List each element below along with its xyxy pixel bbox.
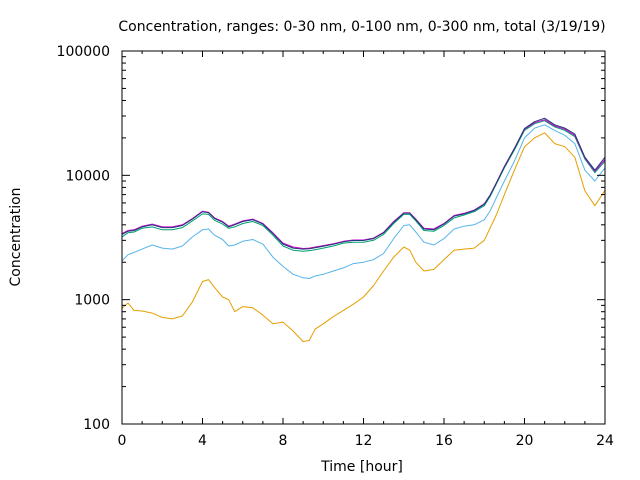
x-tick-label: 20 [516,433,534,449]
x-tick-label: 16 [435,433,453,449]
x-axis-label: Time [hour] [320,459,403,475]
y-tick-label: 1000 [74,293,110,309]
plot-frame [121,50,606,425]
series-layer [121,117,606,343]
x-tick-label: 8 [279,433,288,449]
x-tick-label: 4 [198,433,207,449]
axes-layer: 0 4 8 12 16 20 24 100 1000 10000 100000 [57,44,614,449]
x-tick-label: 0 [118,433,127,449]
y-tick-label: 100 [83,417,110,433]
chart-title: Concentration, ranges: 0-30 nm, 0-100 nm… [118,19,605,35]
y-axis-label: Concentration [8,187,24,286]
x-tick-label: 24 [596,433,614,449]
series-line-2 [121,120,606,252]
series-line-1 [121,124,606,279]
series-line-3 [121,119,606,249]
y-tick-label: 10000 [65,168,110,184]
series-line-4 [121,117,606,250]
series-line-0 [121,132,606,343]
x-tick-label: 12 [355,433,373,449]
y-tick-label: 100000 [57,44,110,60]
